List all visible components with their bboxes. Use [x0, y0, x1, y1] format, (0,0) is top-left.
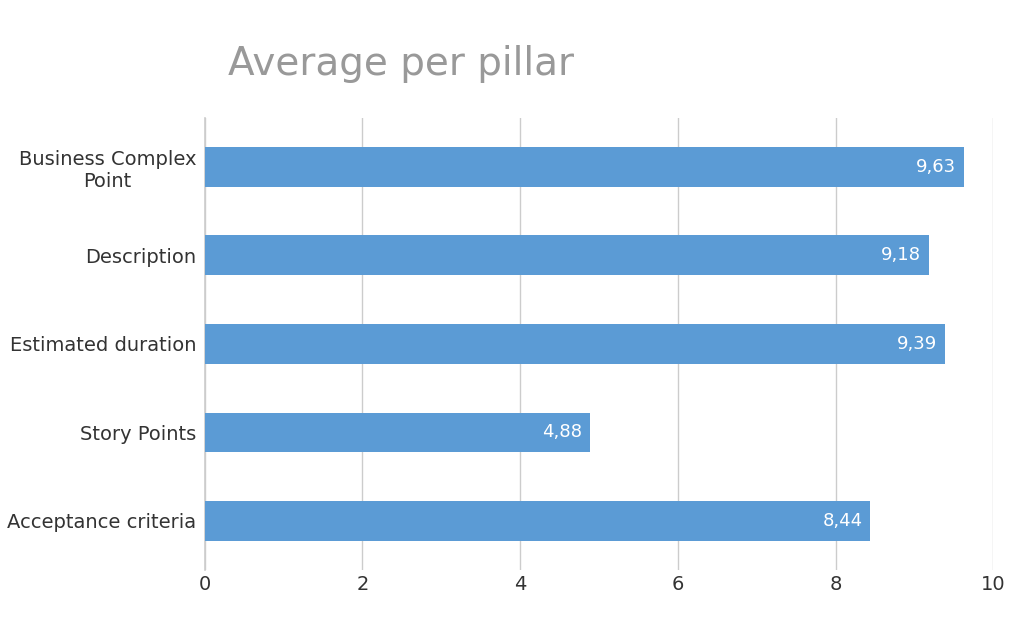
- Bar: [205, 413, 590, 453]
- Bar: [205, 501, 870, 541]
- Bar: [205, 235, 929, 275]
- Text: 8,44: 8,44: [822, 512, 862, 530]
- Bar: [205, 147, 965, 187]
- Text: 9,63: 9,63: [916, 158, 956, 176]
- Text: Average per pillar: Average per pillar: [228, 44, 574, 82]
- Bar: [205, 324, 945, 364]
- Text: 4,88: 4,88: [542, 423, 582, 441]
- Text: 9,18: 9,18: [881, 246, 921, 265]
- Text: 9,39: 9,39: [897, 335, 937, 353]
